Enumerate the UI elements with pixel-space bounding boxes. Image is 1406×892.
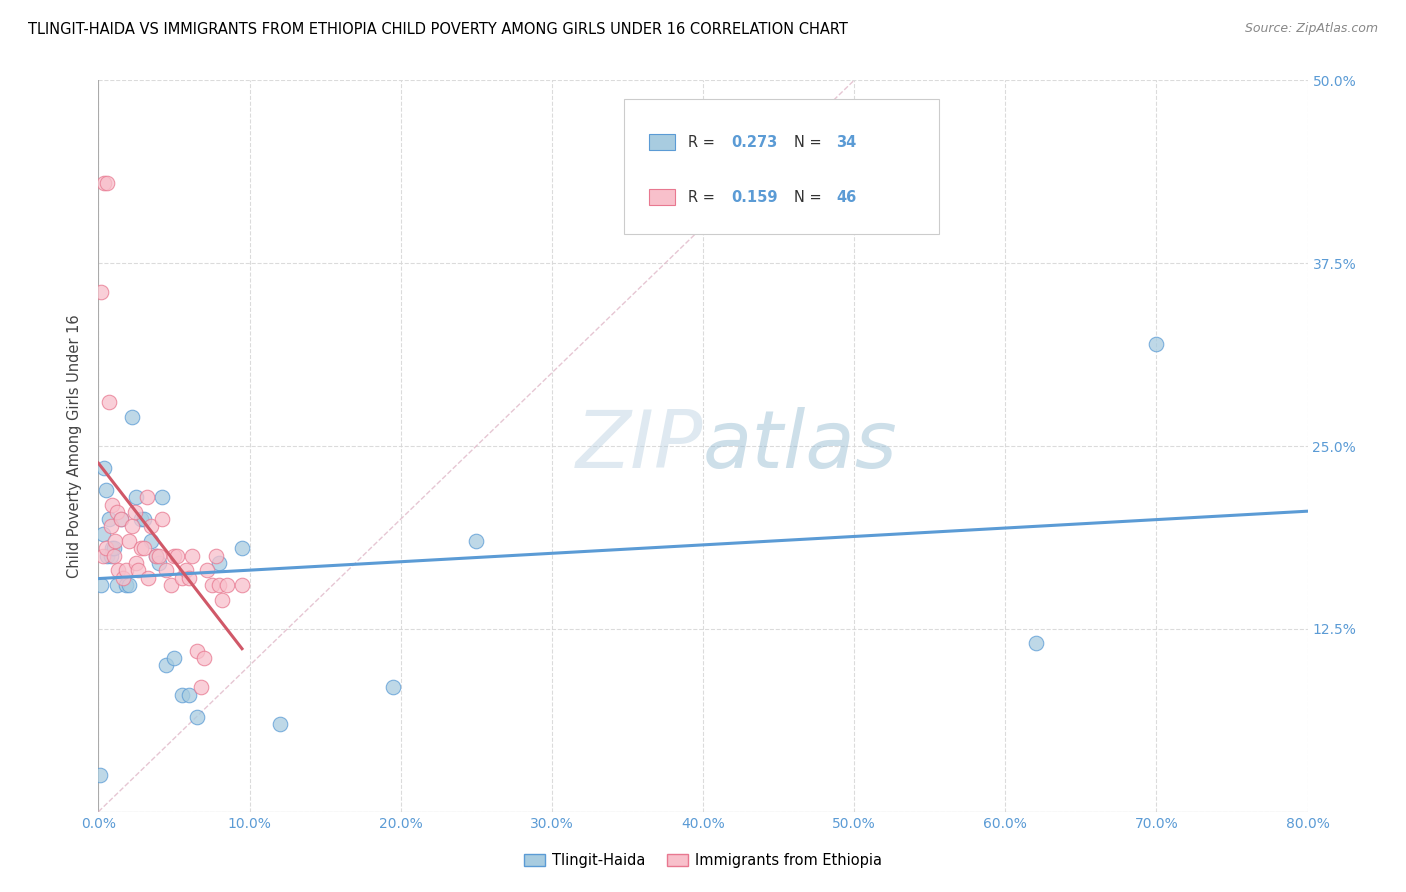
Point <box>170 688 193 702</box>
Point <box>125 490 148 504</box>
Point <box>166 549 188 563</box>
Point <box>174 563 197 577</box>
Legend: Tlingit-Haida, Immigrants from Ethiopia: Tlingit-Haida, Immigrants from Ethiopia <box>519 847 887 874</box>
Point <box>114 578 136 592</box>
Point <box>150 512 173 526</box>
Point <box>129 512 152 526</box>
Point <box>127 563 149 577</box>
Point <box>211 592 233 607</box>
Point <box>145 549 167 563</box>
Point <box>91 549 114 563</box>
Point <box>141 534 163 549</box>
Point <box>89 768 111 782</box>
Point <box>193 651 215 665</box>
Text: 34: 34 <box>837 135 856 150</box>
Point <box>231 578 253 592</box>
Text: R =: R = <box>689 190 720 205</box>
Point <box>170 571 193 585</box>
Point <box>205 549 228 563</box>
Point <box>155 563 177 577</box>
Point <box>1144 336 1167 351</box>
Point <box>94 541 117 556</box>
Point <box>148 556 170 570</box>
Point <box>132 541 155 556</box>
Point <box>118 578 141 592</box>
Point <box>269 717 291 731</box>
Point <box>100 549 122 563</box>
Point <box>101 541 124 556</box>
Point <box>96 549 118 563</box>
Point <box>150 490 173 504</box>
Point <box>155 658 177 673</box>
Text: ZIP: ZIP <box>575 407 703 485</box>
Point <box>231 541 253 556</box>
Text: R =: R = <box>689 135 720 150</box>
Point <box>163 651 186 665</box>
Text: 0.159: 0.159 <box>731 190 778 205</box>
Point <box>125 556 148 570</box>
Point <box>145 549 167 563</box>
Point <box>118 534 141 549</box>
Point <box>148 549 170 563</box>
Point <box>129 541 152 556</box>
Point <box>103 549 125 563</box>
Text: atlas: atlas <box>703 407 898 485</box>
Point <box>104 534 127 549</box>
Point <box>208 578 231 592</box>
Point <box>465 534 488 549</box>
Text: N =: N = <box>793 135 825 150</box>
Point <box>179 571 201 585</box>
Point <box>181 549 204 563</box>
Point <box>160 578 183 592</box>
Point <box>105 505 128 519</box>
Point <box>90 285 112 300</box>
Point <box>90 578 112 592</box>
Point <box>103 541 125 556</box>
Point <box>91 526 114 541</box>
Point <box>136 571 159 585</box>
Y-axis label: Child Poverty Among Girls Under 16: Child Poverty Among Girls Under 16 <box>67 314 83 578</box>
Text: 46: 46 <box>837 190 856 205</box>
Point <box>93 176 115 190</box>
Point <box>94 483 117 497</box>
Point <box>121 409 143 424</box>
Point <box>186 709 208 723</box>
Point <box>111 571 134 585</box>
Text: Source: ZipAtlas.com: Source: ZipAtlas.com <box>1244 22 1378 36</box>
Point <box>114 563 136 577</box>
Point <box>382 681 405 695</box>
Point <box>1024 636 1046 650</box>
Point <box>96 176 118 190</box>
Point <box>179 688 201 702</box>
Point <box>201 578 224 592</box>
Bar <box>648 189 675 205</box>
Point <box>215 578 238 592</box>
Point <box>93 461 115 475</box>
Point <box>208 556 231 570</box>
Text: N =: N = <box>793 190 825 205</box>
Point <box>110 512 132 526</box>
Text: TLINGIT-HAIDA VS IMMIGRANTS FROM ETHIOPIA CHILD POVERTY AMONG GIRLS UNDER 16 COR: TLINGIT-HAIDA VS IMMIGRANTS FROM ETHIOPI… <box>28 22 848 37</box>
Point <box>98 512 121 526</box>
Text: 0.273: 0.273 <box>731 135 778 150</box>
Point <box>110 512 132 526</box>
Point <box>186 644 208 658</box>
Bar <box>648 135 675 151</box>
Point <box>163 549 186 563</box>
Point <box>141 519 163 533</box>
Point <box>101 498 124 512</box>
Point <box>135 490 157 504</box>
FancyBboxPatch shape <box>624 99 939 234</box>
Point <box>132 512 155 526</box>
Point <box>195 563 218 577</box>
Point <box>190 681 212 695</box>
Point <box>124 505 146 519</box>
Point <box>107 563 129 577</box>
Point <box>98 395 121 409</box>
Point <box>121 519 143 533</box>
Point <box>105 578 128 592</box>
Point <box>100 519 122 533</box>
